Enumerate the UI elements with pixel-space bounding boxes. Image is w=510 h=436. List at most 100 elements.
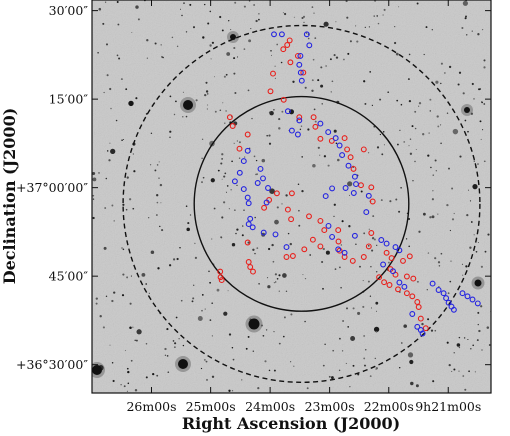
background-star	[204, 308, 206, 310]
background-star	[312, 163, 316, 168]
background-star	[99, 315, 102, 318]
background-star	[370, 307, 373, 309]
background-star	[257, 387, 260, 390]
x-tick-label: 9h21m00s	[415, 399, 481, 414]
background-star	[193, 284, 195, 286]
background-star	[254, 252, 256, 255]
background-star	[192, 297, 195, 300]
background-star	[313, 12, 315, 14]
background-star	[261, 324, 263, 327]
red-marker	[270, 70, 276, 77]
background-star	[437, 261, 441, 264]
background-star	[273, 282, 275, 284]
background-star	[120, 384, 122, 386]
background-star	[135, 97, 138, 100]
blue-marker	[339, 152, 346, 159]
background-star	[367, 152, 370, 154]
background-star	[205, 360, 208, 363]
background-star	[380, 199, 383, 202]
background-star	[258, 13, 260, 15]
blue-marker	[445, 299, 452, 306]
background-star	[276, 277, 279, 280]
background-star	[213, 207, 216, 210]
red-marker	[245, 259, 252, 265]
background-star	[364, 102, 367, 105]
background-star	[459, 155, 462, 158]
background-star	[422, 133, 425, 136]
background-star	[128, 100, 134, 107]
background-star	[106, 74, 109, 77]
background-star	[211, 238, 213, 240]
background-star	[123, 139, 125, 140]
background-star	[289, 242, 292, 246]
blue-marker	[325, 222, 332, 229]
background-star	[126, 390, 128, 392]
red-marker	[312, 123, 319, 130]
background-star	[467, 130, 469, 133]
background-star	[160, 202, 162, 204]
background-star	[201, 138, 204, 140]
red-marker	[422, 325, 429, 332]
red-marker	[280, 46, 287, 53]
background-star	[345, 362, 347, 364]
background-star	[349, 386, 351, 388]
background-star	[474, 371, 476, 373]
data-markers	[217, 31, 481, 337]
background-star	[435, 170, 437, 172]
background-star	[416, 2, 419, 5]
background-star	[127, 370, 130, 374]
background-star	[224, 122, 226, 124]
background-star	[383, 8, 386, 11]
background-star	[166, 328, 169, 331]
background-star	[304, 86, 307, 89]
background-star	[473, 234, 475, 236]
background-star	[398, 6, 400, 8]
background-star	[258, 18, 260, 21]
background-star	[180, 299, 183, 302]
background-star	[185, 205, 188, 207]
background-star	[333, 54, 336, 57]
red-marker	[236, 145, 243, 152]
background-star	[375, 330, 378, 333]
blue-marker	[272, 231, 279, 238]
blue-marker	[278, 31, 285, 38]
background-star	[182, 91, 184, 93]
background-star	[333, 129, 337, 133]
x-tick-label: 23m00s	[305, 399, 355, 414]
blue-marker	[342, 185, 349, 191]
background-star	[463, 337, 466, 339]
background-star	[389, 200, 392, 203]
blue-marker	[296, 117, 303, 124]
background-star	[252, 350, 255, 352]
red-marker	[381, 279, 388, 286]
background-star	[122, 273, 125, 276]
background-star	[233, 72, 236, 75]
background-star	[481, 28, 484, 31]
blue-marker	[380, 261, 387, 268]
red-marker	[283, 254, 290, 260]
background-star	[111, 204, 114, 207]
background-star	[122, 248, 125, 251]
background-star	[304, 277, 307, 280]
background-star	[113, 220, 115, 222]
background-star	[320, 84, 324, 88]
background-star	[225, 191, 228, 193]
background-star	[330, 376, 334, 380]
red-marker	[287, 59, 294, 66]
background-star	[267, 247, 271, 251]
background-star	[473, 160, 476, 162]
background-star	[337, 158, 340, 162]
background-star	[434, 329, 437, 332]
background-star	[461, 263, 464, 266]
background-star	[191, 300, 194, 303]
background-star	[429, 110, 432, 112]
blue-marker	[297, 52, 304, 59]
background-star	[453, 212, 455, 215]
background-star	[451, 370, 453, 372]
background-star	[261, 158, 266, 163]
blue-marker	[350, 190, 357, 196]
background-star	[234, 209, 236, 211]
background-star	[145, 376, 148, 379]
background-star	[256, 247, 259, 249]
background-star	[238, 141, 241, 144]
